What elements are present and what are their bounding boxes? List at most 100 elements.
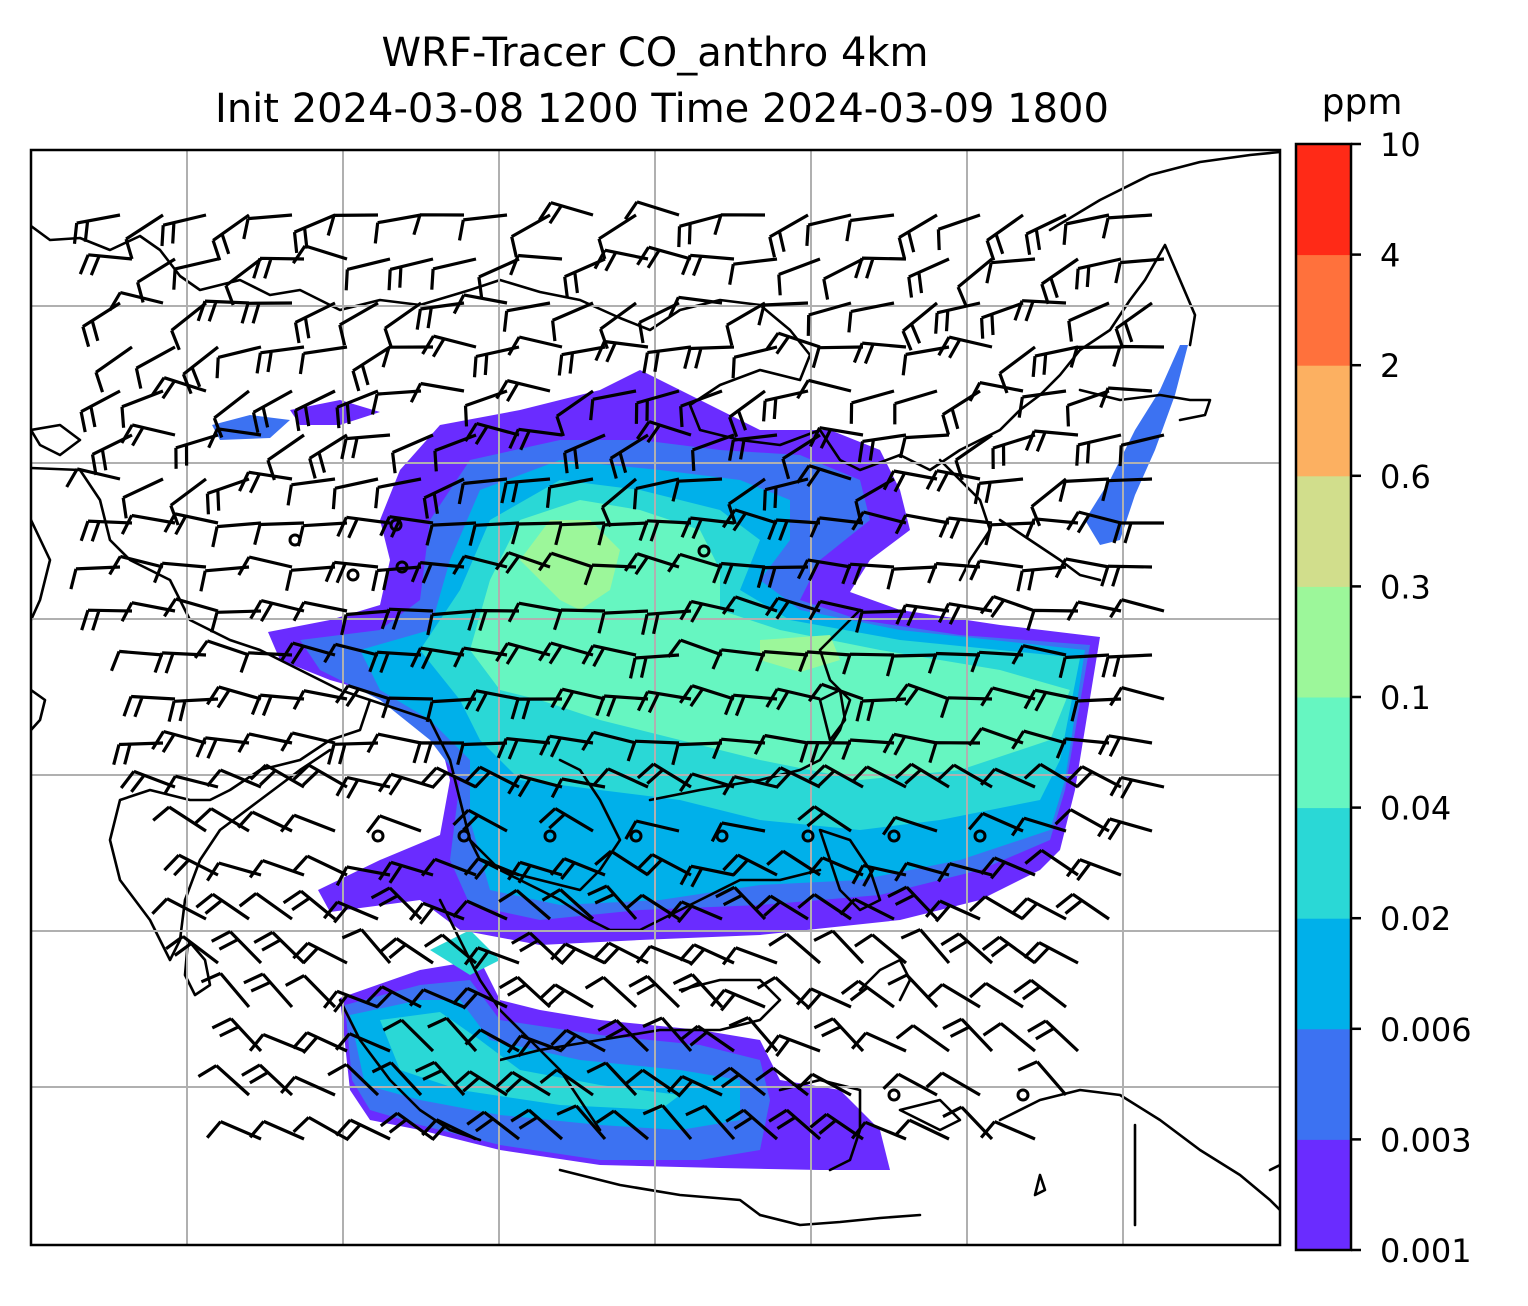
wind-barb	[893, 682, 950, 706]
wind-barb	[984, 521, 1036, 546]
wind-barb	[1011, 729, 1067, 750]
wind-barb	[197, 1064, 251, 1097]
wind-barb	[808, 426, 864, 449]
wind-barb	[849, 389, 895, 424]
wind-barb	[857, 433, 907, 463]
wind-barb	[426, 609, 477, 636]
wind-barb	[163, 597, 219, 618]
wind-barb	[551, 301, 594, 342]
wind-barb	[980, 301, 1024, 339]
wind-barb	[206, 685, 262, 709]
wind-barb	[507, 774, 563, 798]
wind-barb	[327, 741, 379, 765]
wind-barb	[979, 856, 1036, 880]
wind-barb	[463, 946, 520, 970]
wind-barb	[507, 601, 563, 623]
wind-barb	[895, 1024, 950, 1053]
wind-barb	[850, 1031, 907, 1053]
wind-barb	[510, 697, 563, 720]
wind-barb	[502, 301, 551, 332]
wind-barb	[237, 555, 293, 576]
wind-barb	[851, 510, 907, 531]
wind-barb	[279, 1075, 336, 1097]
wind-barb	[238, 470, 293, 494]
wind-barb	[1058, 653, 1110, 679]
wind-barb	[882, 732, 938, 756]
wind-calm-marker	[288, 533, 302, 547]
wind-barb	[120, 423, 176, 447]
wind-barb	[799, 740, 852, 763]
wind-barb	[466, 1110, 520, 1141]
wind-barb	[410, 646, 465, 670]
wind-barb	[165, 935, 219, 965]
wind-barb	[110, 649, 164, 672]
wind-barb	[430, 257, 477, 290]
wind-barb	[124, 213, 164, 260]
wind-barb	[635, 420, 692, 444]
wind-barb	[765, 766, 821, 789]
wind-barb	[886, 565, 938, 590]
wind-barb	[925, 1071, 981, 1097]
wind-barb	[248, 1033, 305, 1053]
wind-calm-marker	[629, 829, 643, 843]
wind-barb	[728, 433, 778, 461]
wind-barb	[452, 1070, 508, 1097]
wind-barb	[322, 900, 379, 924]
wind-barb	[1066, 765, 1122, 789]
wind-barb	[121, 477, 164, 519]
wind-barb	[797, 805, 852, 833]
wind-barb	[334, 684, 391, 708]
wind-barb	[968, 895, 1024, 921]
wind-barb	[1109, 686, 1165, 707]
wind-barb	[408, 901, 465, 925]
wind-barb	[507, 335, 563, 356]
wind-barb	[796, 378, 852, 400]
wind-barb	[238, 892, 293, 921]
wind-barb	[893, 389, 938, 425]
colorbar-segment	[1296, 586, 1351, 698]
wind-barb	[709, 988, 766, 1012]
wind-calm-marker	[389, 518, 403, 532]
wind-barb	[757, 301, 809, 326]
wind-barb	[882, 1072, 938, 1097]
wind-barb	[344, 257, 391, 291]
wind-barb	[120, 389, 164, 428]
wind-barb	[292, 763, 348, 789]
wind-barb	[637, 301, 680, 344]
colorbar-segment	[1296, 918, 1351, 1030]
wind-barb	[160, 213, 207, 247]
wind-barb	[510, 931, 564, 965]
wind-barbs	[65, 200, 1165, 1142]
wind-barb	[1030, 477, 1068, 527]
colorbar-tick-label: 0.006	[1380, 1011, 1472, 1049]
wind-barb	[122, 694, 176, 718]
wind-barb	[538, 641, 594, 665]
wind-barb	[624, 819, 680, 840]
wind-barb	[366, 985, 422, 1009]
wind-barb	[850, 1120, 907, 1141]
wind-barb	[628, 974, 681, 1009]
wind-barb	[678, 684, 735, 708]
wind-calm-marker	[801, 829, 815, 843]
wind-barb	[508, 427, 563, 451]
colorbar-tick-label: 2	[1380, 347, 1400, 385]
wind-barb	[755, 650, 809, 672]
colorbar-tick-label: 0.02	[1380, 900, 1451, 938]
wind-barb	[374, 477, 422, 509]
wind-barb	[667, 1074, 723, 1098]
plume-west-patch	[212, 415, 290, 440]
wind-barb	[797, 893, 852, 921]
wind-barb	[507, 860, 563, 884]
wind-barb	[1011, 897, 1067, 921]
wind-barb	[205, 477, 250, 515]
wind-barb	[421, 1118, 477, 1141]
plume-north-l6	[520, 520, 620, 610]
wind-barb	[623, 200, 680, 221]
wind-barb	[881, 815, 938, 836]
wind-barb	[545, 477, 594, 508]
wind-barb	[777, 257, 821, 296]
wind-barb	[552, 608, 606, 631]
wind-barb	[755, 1066, 809, 1097]
wind-barb	[713, 213, 766, 236]
wind-barb	[635, 944, 692, 965]
